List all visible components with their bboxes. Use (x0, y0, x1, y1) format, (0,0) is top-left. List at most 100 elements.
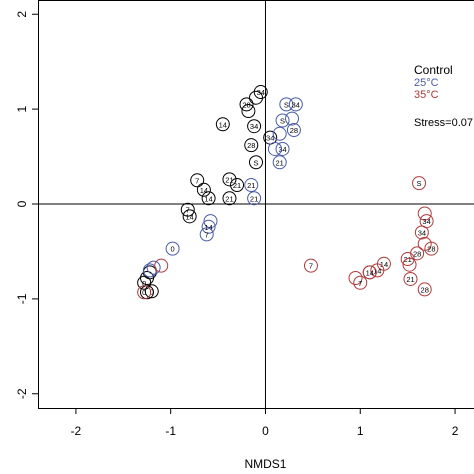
x-axis-label: NMDS1 (244, 457, 286, 471)
y-tick-label: -2 (15, 388, 29, 399)
point-marker (244, 138, 259, 153)
data-point (249, 90, 263, 105)
point-label: 7 (195, 176, 199, 185)
data-point: 14 (201, 219, 216, 234)
point-marker (417, 282, 432, 297)
point-marker (137, 285, 152, 300)
data-point: 14 (201, 191, 216, 206)
y-tick-label: 2 (15, 11, 29, 18)
data-point (348, 271, 363, 286)
point-marker (190, 173, 205, 188)
data-point: 21 (230, 178, 245, 193)
data-point: 34 (288, 97, 303, 112)
point-marker (165, 241, 180, 256)
point-marker (267, 141, 282, 156)
data-point (140, 285, 154, 300)
data-point (417, 206, 432, 221)
stress-value: Stress=0.07 (414, 117, 473, 129)
data-point: 14 (196, 182, 211, 197)
point-label: 14 (366, 268, 374, 277)
point-label: 21 (233, 181, 241, 190)
point-label: 14 (219, 120, 227, 129)
data-point (241, 104, 256, 119)
point-marker (402, 257, 417, 272)
x-tick-label: 1 (357, 424, 364, 438)
point-marker (288, 97, 303, 112)
data-point: S (249, 155, 263, 170)
point-label: 34 (257, 88, 265, 97)
point-label: 14 (204, 223, 212, 232)
data-point: 7 (190, 173, 205, 188)
x-tick-label: 2 (452, 424, 459, 438)
point-label: 7 (205, 230, 209, 239)
point-label: 28 (413, 249, 421, 258)
point-marker (180, 202, 195, 217)
data-point: 7 (199, 227, 214, 242)
point-marker (140, 271, 154, 286)
data-point: S (279, 97, 294, 112)
point-label: 7 (309, 262, 313, 271)
data-point: S (275, 113, 290, 128)
data-point: 21 (222, 172, 237, 187)
data-point: 14 (370, 263, 385, 278)
point-label: 21 (276, 158, 284, 167)
point-marker (244, 178, 259, 193)
data-point: 34 (247, 119, 262, 134)
point-label: 0 (142, 279, 146, 288)
point-marker (247, 191, 262, 206)
point-marker (137, 275, 152, 290)
point-label: S (280, 117, 285, 126)
data-point: 0 (165, 241, 180, 256)
point-marker (247, 119, 262, 134)
point-marker (154, 258, 169, 273)
x-axis: -2 -1 0 1 2 (71, 408, 459, 438)
point-marker (182, 209, 197, 224)
data-point: 28 (424, 241, 439, 256)
point-label: 34 (422, 217, 430, 226)
data-point: 21 (403, 271, 418, 286)
x-tick-label: 0 (262, 424, 269, 438)
data-point: 0 (137, 285, 152, 300)
plot-frame (38, 0, 474, 409)
point-label: 14 (204, 194, 212, 203)
legend-entry: 25°C (414, 77, 439, 89)
data-point (154, 258, 169, 273)
point-marker (253, 85, 268, 100)
point-marker (275, 141, 290, 156)
data-point (146, 260, 161, 275)
point-label: S (253, 158, 258, 167)
point-marker (215, 117, 230, 132)
data-point: 21 (244, 178, 259, 193)
point-marker (412, 176, 427, 191)
point-label: 14 (185, 212, 193, 221)
data-point: 28 (417, 282, 432, 297)
point-marker (370, 263, 385, 278)
point-label: 34 (278, 145, 286, 154)
data-point: 7 (303, 258, 318, 273)
point-label: 0 (150, 287, 154, 296)
reference-lines (38, 0, 474, 408)
point-marker (403, 271, 418, 286)
data-point: 34 (414, 225, 429, 240)
point-marker (241, 104, 256, 119)
point-marker (144, 284, 159, 299)
point-label: 14 (200, 186, 208, 195)
point-label: 34 (250, 122, 258, 131)
point-label: 21 (225, 194, 233, 203)
x-tick-label: -1 (165, 424, 176, 438)
data-point: 14 (362, 265, 377, 280)
point-marker (353, 275, 368, 290)
data-point: 28 (410, 246, 425, 261)
point-marker (362, 265, 377, 280)
y-tick-label: 0 (15, 200, 29, 207)
data-point (203, 214, 218, 229)
point-label: 21 (225, 175, 233, 184)
point-marker (239, 97, 254, 112)
data-point: 34 (275, 141, 290, 156)
data-point: S (412, 176, 427, 191)
point-marker (275, 113, 290, 128)
data-point (402, 257, 417, 272)
point-marker (348, 271, 363, 286)
data-point: 21 (222, 191, 237, 206)
